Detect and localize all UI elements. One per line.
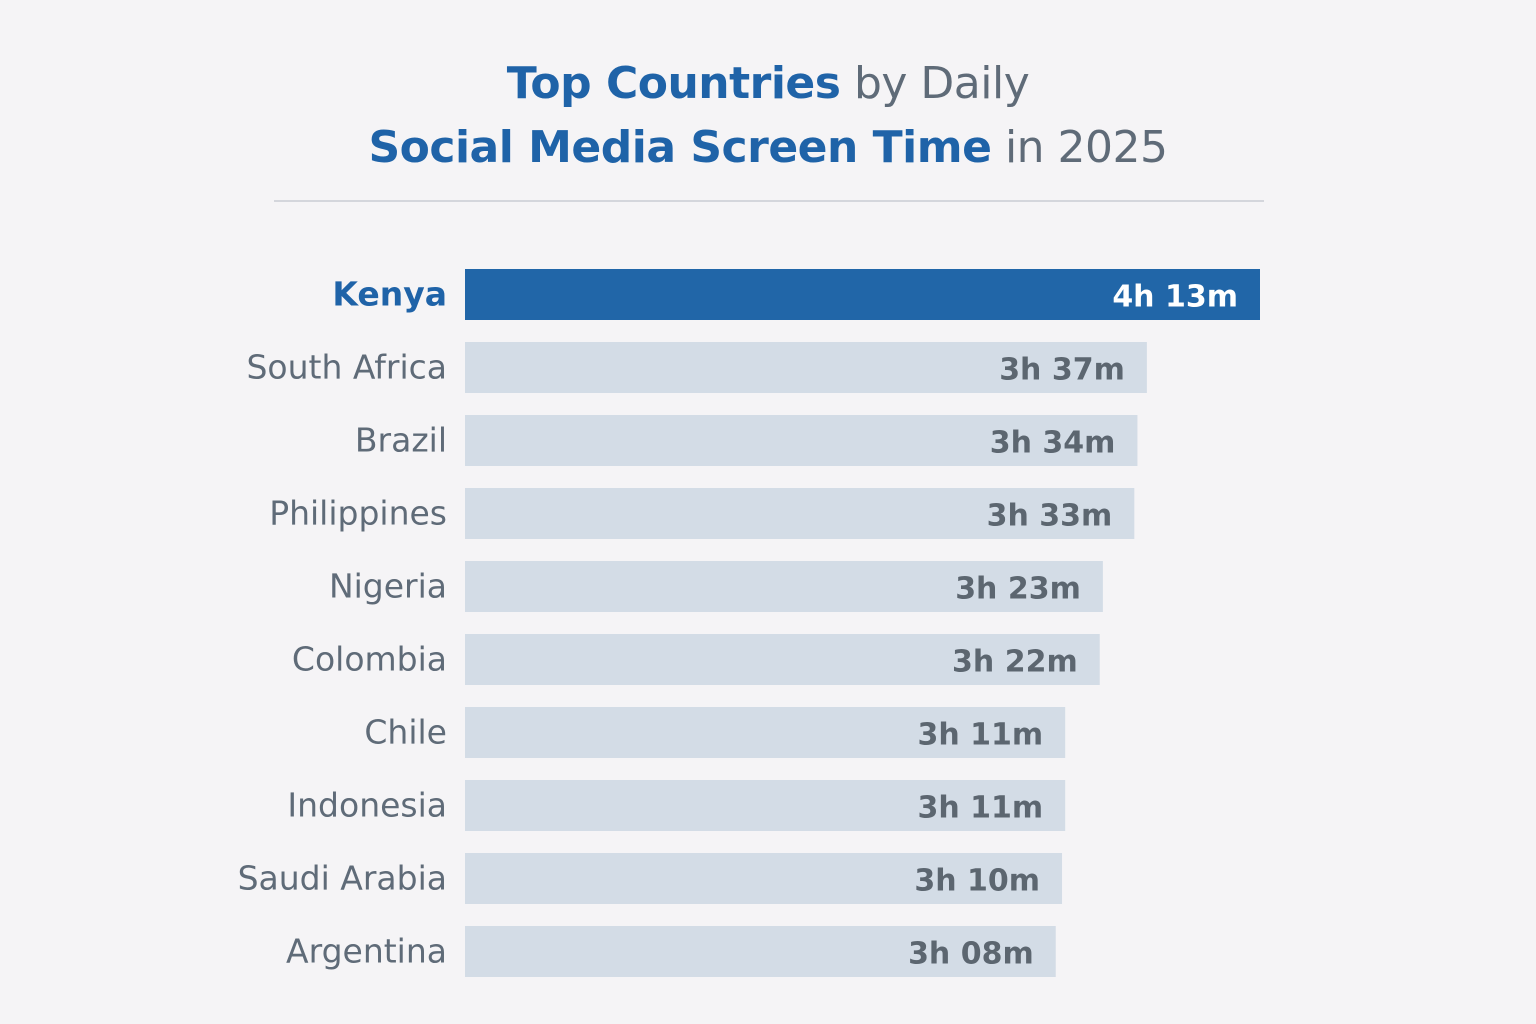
- bar-south-africa: [465, 342, 1147, 393]
- category-label: Chile: [364, 713, 447, 752]
- category-label: Indonesia: [287, 786, 447, 825]
- data-label: 3h 11m: [917, 791, 1043, 826]
- category-label: Nigeria: [329, 567, 447, 606]
- category-label: Argentina: [286, 932, 447, 971]
- data-label: 4h 13m: [1112, 280, 1238, 315]
- data-label: 3h 33m: [987, 499, 1113, 534]
- title-highlight: Top Countries: [506, 58, 841, 109]
- title-divider: [274, 200, 1264, 202]
- title-text: in 2025: [991, 122, 1168, 173]
- data-label: 3h 37m: [999, 353, 1125, 388]
- bar-saudi-arabia: [465, 853, 1063, 904]
- data-label: 3h 23m: [955, 572, 1081, 607]
- category-label: Brazil: [355, 421, 447, 460]
- data-label: 3h 10m: [914, 864, 1040, 899]
- bar-brazil: [465, 415, 1138, 466]
- chart-title-line-1: Top Countries by Daily: [0, 58, 1536, 109]
- data-label: 3h 11m: [917, 718, 1043, 753]
- category-label: Colombia: [292, 640, 447, 679]
- data-label: 3h 34m: [990, 426, 1116, 461]
- category-label: Kenya: [332, 275, 447, 314]
- data-label: 3h 08m: [908, 937, 1034, 972]
- bar-argentina: [465, 926, 1056, 977]
- bar-philippines: [465, 488, 1135, 539]
- chart-title-line-2: Social Media Screen Time in 2025: [0, 122, 1536, 173]
- category-label: Saudi Arabia: [238, 859, 447, 898]
- title-text: by Daily: [840, 58, 1030, 109]
- title-highlight: Social Media Screen Time: [368, 122, 992, 173]
- bar-colombia: [465, 634, 1100, 685]
- data-label: 3h 22m: [952, 645, 1078, 680]
- bar-chile: [465, 707, 1066, 758]
- category-label: South Africa: [246, 348, 447, 387]
- bar-kenya: [465, 269, 1260, 320]
- bar-indonesia: [465, 780, 1066, 831]
- category-label: Philippines: [269, 494, 447, 533]
- bar-nigeria: [465, 561, 1103, 612]
